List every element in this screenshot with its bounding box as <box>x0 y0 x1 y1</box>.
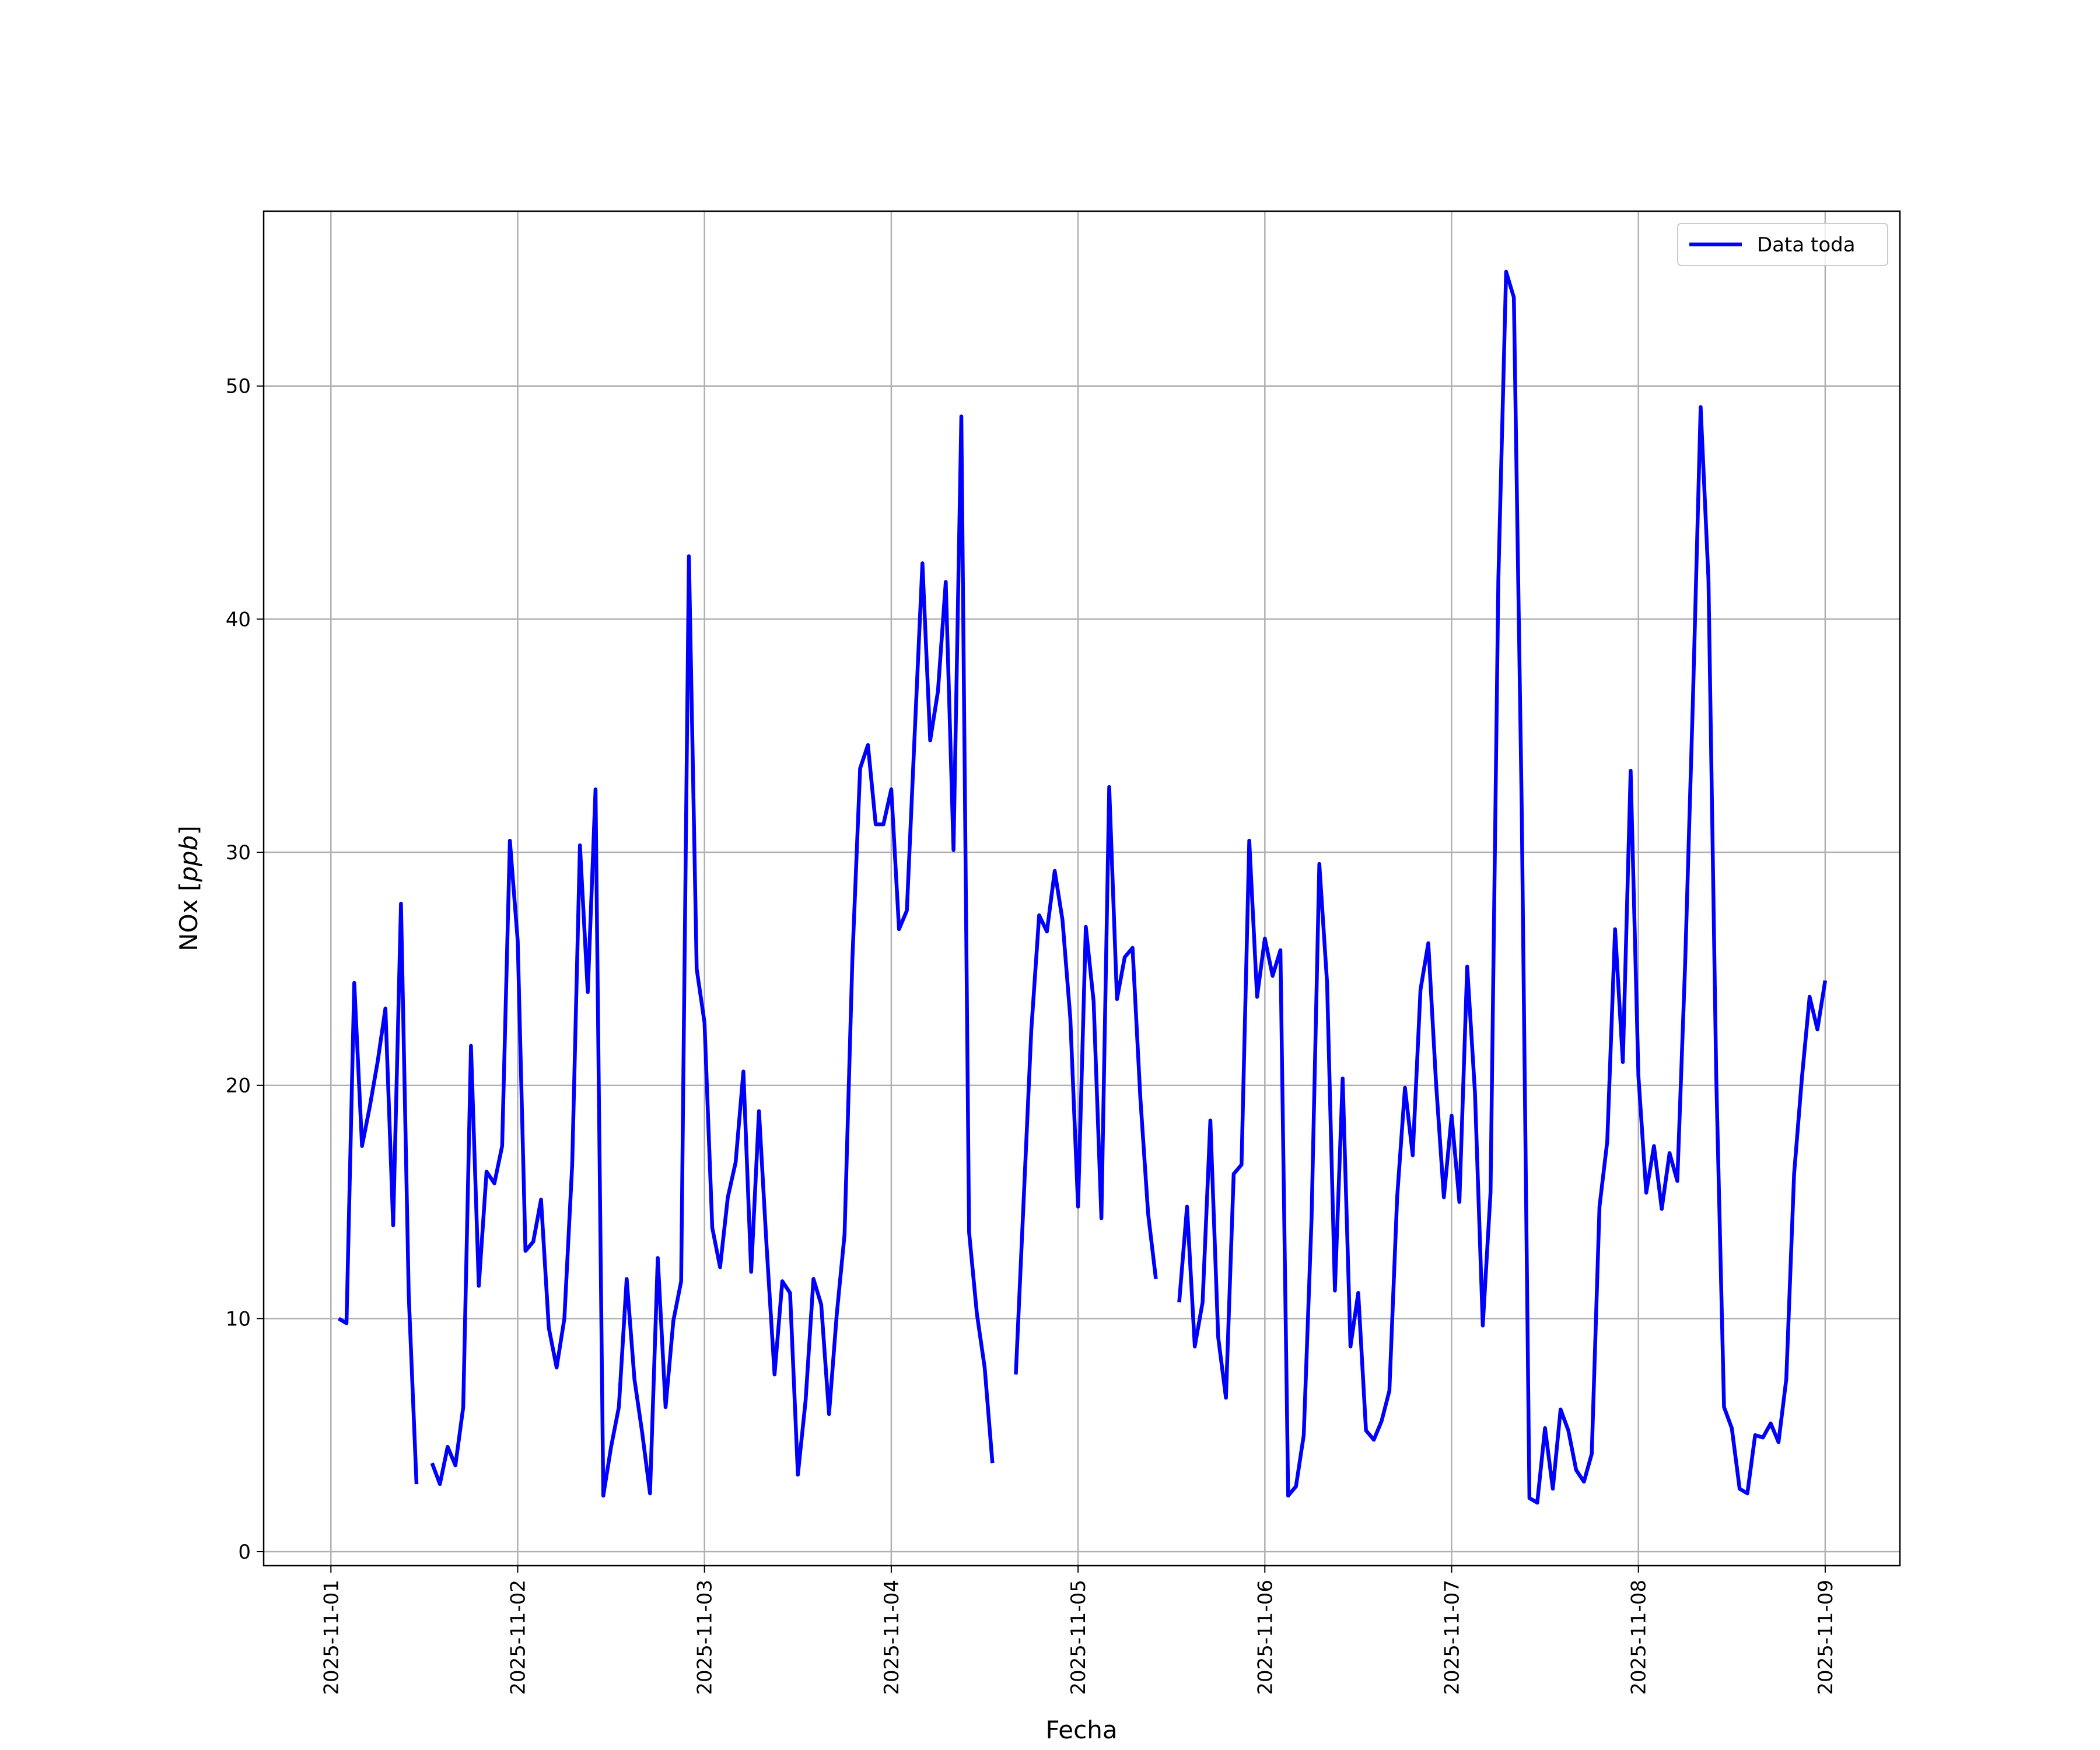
x-tick-label: 2025-11-02 <box>506 1580 530 1695</box>
x-axis: 2025-11-01 2025-11-02 2025-11-03 2025-11-04… <box>320 1566 1838 1695</box>
legend: Data toda <box>1677 223 1888 266</box>
y-axis-label: NOx [ppb] <box>174 825 203 951</box>
y-axis: 0 10 20 30 40 50 <box>226 375 264 1564</box>
legend-label: Data toda <box>1757 233 1856 257</box>
series-line-segment <box>1177 270 1828 1505</box>
y-tick-label: 40 <box>226 608 251 631</box>
legend-box <box>1677 223 1888 266</box>
x-tick-label: 2025-11-04 <box>880 1580 904 1695</box>
series-line-segment <box>337 901 419 1485</box>
x-tick-label: 2025-11-03 <box>694 1580 717 1695</box>
x-tick-label: 2025-11-08 <box>1628 1580 1651 1695</box>
x-tick-label: 2025-11-01 <box>320 1580 343 1695</box>
y-tick-label: 10 <box>226 1307 251 1331</box>
series-lines <box>337 270 1828 1505</box>
y-tick-label: 20 <box>226 1074 251 1098</box>
y-tick-label: 30 <box>226 841 251 864</box>
x-axis-label: Fecha <box>1045 1716 1117 1744</box>
x-tick-label: 2025-11-06 <box>1254 1580 1277 1695</box>
series-line-segment <box>430 414 995 1498</box>
y-tick-label: 0 <box>238 1541 251 1564</box>
plot-frame <box>262 210 1901 1567</box>
x-tick-label: 2025-11-09 <box>1814 1580 1838 1695</box>
x-tick-label: 2025-11-07 <box>1441 1580 1464 1695</box>
series-line-segment <box>1014 785 1158 1375</box>
grid <box>264 211 1900 1566</box>
y-tick-label: 50 <box>226 375 251 398</box>
x-tick-label: 2025-11-05 <box>1067 1580 1090 1695</box>
